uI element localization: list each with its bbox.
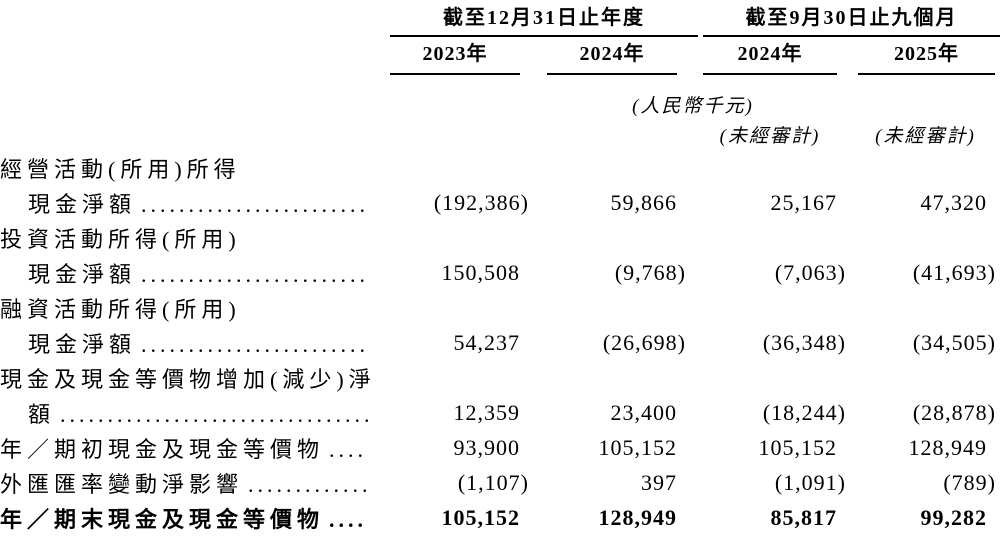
value-cell: 54,237 — [453, 329, 520, 355]
row-label: 融資活動所得(所用) — [0, 296, 241, 322]
column-header-2024-9m: 2024年 — [703, 43, 837, 75]
unaudited-text: (未經審計) — [719, 125, 821, 147]
currency-unit-note: (人民幣千元) — [390, 90, 996, 118]
row-label-cell: 年／期初現金及現金等價物............................… — [0, 432, 372, 464]
column-header-label: 2024年 — [579, 43, 645, 65]
dot-leader: ........................................… — [329, 506, 368, 532]
row-label: 現金淨額 — [28, 331, 137, 357]
row-label-cell: 現金淨額....................................… — [0, 327, 372, 359]
row-label-cell: 現金淨額....................................… — [0, 187, 372, 219]
column-header-label: 2023年 — [422, 43, 488, 65]
value-cell: (26,698) — [602, 329, 686, 355]
table-row: 融資活動所得(所用) — [0, 290, 1000, 325]
value-cell: 47,320 — [920, 189, 987, 215]
row-label: 現金及現金等價物增加(減少)淨 — [0, 366, 372, 392]
dot-leader: ........................................… — [329, 436, 368, 462]
row-label-cell: 現金淨額....................................… — [0, 257, 372, 289]
column-group-year-ended-dec31: 截至12月31日止年度 — [390, 2, 698, 37]
value-cell: 12,359 — [453, 399, 520, 425]
row-label-cell: 投資活動所得(所用) — [0, 222, 372, 254]
value-cell: (1,107) — [457, 469, 529, 495]
dot-leader: ........................................… — [60, 401, 368, 427]
table-body: 經營活動(所用)所得現金淨額..........................… — [0, 150, 1000, 535]
value-cell: (34,505) — [912, 329, 996, 355]
dot-leader: ........................................… — [141, 331, 368, 357]
row-label: 年／期初現金及現金等價物 — [0, 436, 325, 462]
table-row: 現金淨額....................................… — [0, 325, 1000, 360]
column-group-nine-months-sep30: 截至9月30日止九個月 — [703, 2, 1000, 37]
value-cell: 397 — [641, 469, 677, 495]
column-header-2023: 2023年 — [390, 43, 520, 75]
column-header-2024: 2024年 — [547, 43, 677, 75]
row-label-cell: 額.......................................… — [0, 397, 372, 429]
row-label: 外匯匯率變動淨影響 — [0, 471, 244, 497]
value-cell: (28,878) — [912, 399, 996, 425]
table-row: 現金淨額....................................… — [0, 255, 1000, 290]
value-cell: 105,152 — [758, 434, 837, 460]
value-cell: 128,949 — [908, 434, 987, 460]
row-label: 現金淨額 — [28, 191, 137, 217]
value-cell: (1,091) — [774, 469, 846, 495]
column-group-label: 截至9月30日止九個月 — [745, 7, 958, 29]
table-row: 經營活動(所用)所得 — [0, 150, 1000, 185]
dot-leader: ........................................… — [248, 471, 368, 497]
value-cell: 25,167 — [770, 189, 837, 215]
row-label: 經營活動(所用)所得 — [0, 156, 241, 182]
value-cell: (41,693) — [912, 259, 996, 285]
table-row: 年／期初現金及現金等價物............................… — [0, 430, 1000, 465]
table-row: 現金淨額....................................… — [0, 185, 1000, 220]
value-cell: (789) — [943, 469, 996, 495]
column-group-label: 截至12月31日止年度 — [443, 7, 645, 29]
table-row: 投資活動所得(所用) — [0, 220, 1000, 255]
value-cell: 128,949 — [598, 504, 677, 530]
row-label-cell: 經營活動(所用)所得 — [0, 152, 372, 184]
unaudited-note-col3: (未經審計) — [696, 121, 844, 147]
row-label-cell: 融資活動所得(所用) — [0, 292, 372, 324]
column-header-2025-9m: 2025年 — [858, 43, 995, 75]
row-label-cell: 現金及現金等價物增加(減少)淨 — [0, 362, 372, 394]
value-cell: 23,400 — [610, 399, 677, 425]
value-cell: 93,900 — [453, 434, 520, 460]
column-header-label: 2025年 — [894, 43, 959, 65]
unaudited-text: (未經審計) — [875, 125, 976, 147]
table-row: 額.......................................… — [0, 395, 1000, 430]
row-label: 現金淨額 — [28, 261, 137, 287]
value-cell: (36,348) — [762, 329, 846, 355]
value-cell: 85,817 — [770, 504, 837, 530]
row-label: 年／期末現金及現金等價物 — [0, 506, 325, 532]
value-cell: (192,386) — [433, 189, 529, 215]
table-row: 年／期末現金及現金等價物............................… — [0, 500, 1000, 535]
table-row: 現金及現金等價物增加(減少)淨 — [0, 360, 1000, 395]
value-cell: 150,508 — [441, 259, 520, 285]
row-label-cell: 外匯匯率變動淨影響...............................… — [0, 467, 372, 499]
value-cell: (18,244) — [762, 399, 846, 425]
row-label: 投資活動所得(所用) — [0, 226, 241, 252]
dot-leader: ........................................… — [141, 191, 368, 217]
unaudited-note-col4: (未經審計) — [851, 121, 1000, 147]
column-header-label: 2024年 — [737, 43, 803, 65]
row-label-cell: 年／期末現金及現金等價物............................… — [0, 502, 372, 534]
value-cell: (9,768) — [614, 259, 686, 285]
value-cell: 59,866 — [610, 189, 677, 215]
table-row: 外匯匯率變動淨影響...............................… — [0, 465, 1000, 500]
row-label: 額 — [28, 401, 56, 427]
value-cell: (7,063) — [774, 259, 846, 285]
value-cell: 105,152 — [441, 504, 520, 530]
dot-leader: ........................................… — [141, 261, 368, 287]
currency-unit-text: (人民幣千元) — [632, 95, 754, 117]
value-cell: 99,282 — [920, 504, 987, 530]
value-cell: 105,152 — [598, 434, 677, 460]
